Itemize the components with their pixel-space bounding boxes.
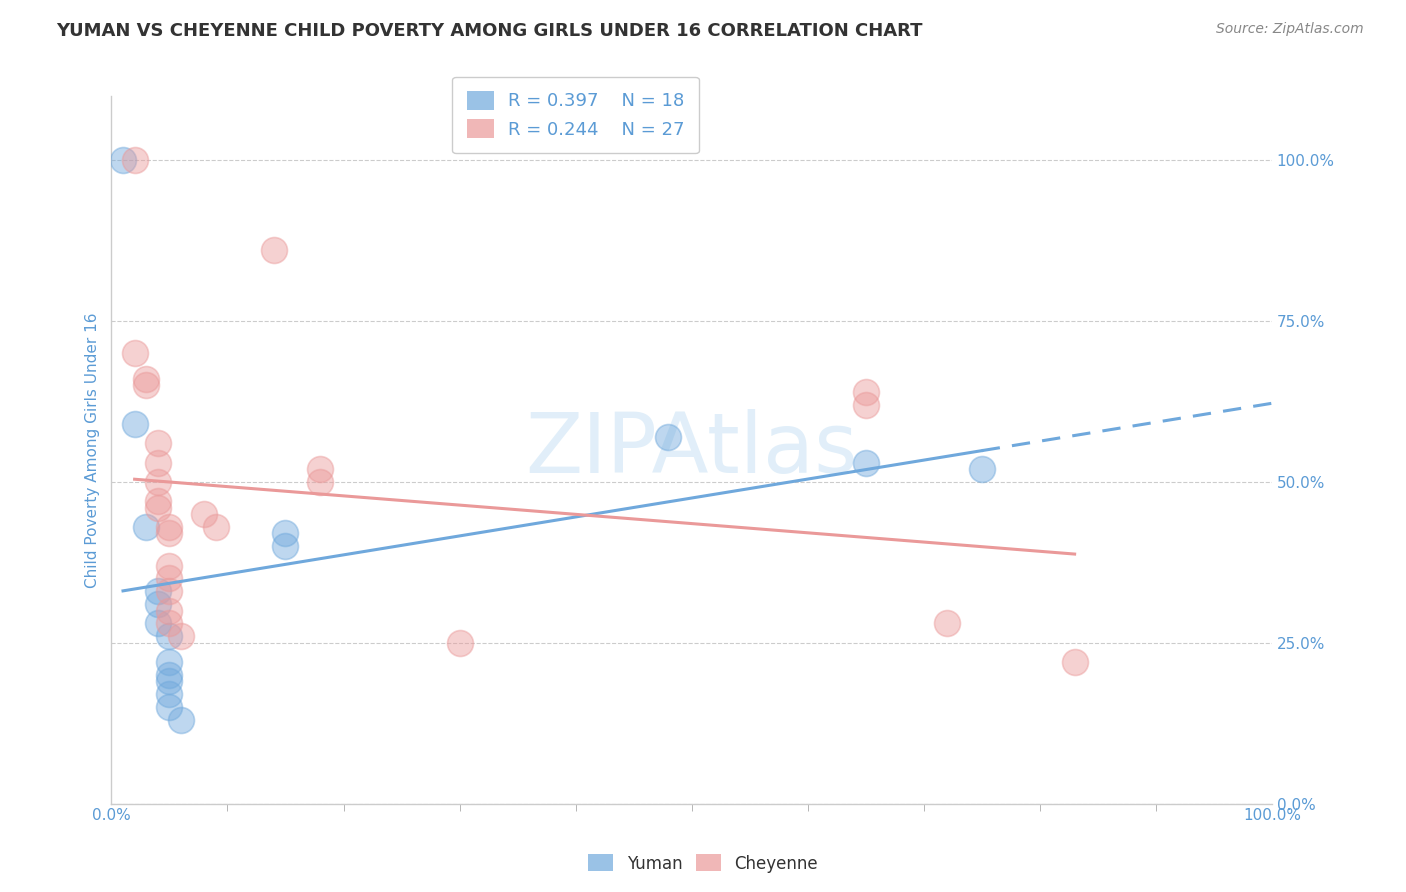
Point xyxy=(170,629,193,643)
Legend: Yuman, Cheyenne: Yuman, Cheyenne xyxy=(582,847,824,880)
Point xyxy=(159,668,181,682)
Point xyxy=(159,674,181,689)
Point xyxy=(146,500,169,515)
Point xyxy=(159,700,181,714)
Point xyxy=(159,655,181,669)
Point xyxy=(159,571,181,585)
Point xyxy=(146,494,169,508)
Point xyxy=(263,244,285,258)
Legend: R = 0.397    N = 18, R = 0.244    N = 27: R = 0.397 N = 18, R = 0.244 N = 27 xyxy=(453,77,699,153)
Point xyxy=(449,636,471,650)
Point xyxy=(111,153,134,168)
Point xyxy=(309,475,332,489)
Point xyxy=(159,629,181,643)
Point xyxy=(159,558,181,573)
Point xyxy=(124,417,146,431)
Point xyxy=(146,616,169,631)
Text: ZIPAtlas: ZIPAtlas xyxy=(526,409,858,491)
Point xyxy=(274,539,297,553)
Point xyxy=(855,456,877,470)
Point xyxy=(146,597,169,611)
Point xyxy=(193,507,215,521)
Point xyxy=(1063,655,1085,669)
Point xyxy=(159,526,181,541)
Point xyxy=(146,475,169,489)
Text: YUMAN VS CHEYENNE CHILD POVERTY AMONG GIRLS UNDER 16 CORRELATION CHART: YUMAN VS CHEYENNE CHILD POVERTY AMONG GI… xyxy=(56,22,922,40)
Y-axis label: Child Poverty Among Girls Under 16: Child Poverty Among Girls Under 16 xyxy=(86,312,100,588)
Point xyxy=(159,687,181,701)
Point xyxy=(159,616,181,631)
Point xyxy=(124,346,146,360)
Point xyxy=(135,520,157,534)
Text: Source: ZipAtlas.com: Source: ZipAtlas.com xyxy=(1216,22,1364,37)
Point xyxy=(309,462,332,476)
Point xyxy=(146,436,169,450)
Point xyxy=(170,713,193,727)
Point xyxy=(855,384,877,399)
Point xyxy=(274,526,297,541)
Point xyxy=(146,584,169,599)
Point xyxy=(970,462,993,476)
Point xyxy=(146,456,169,470)
Point xyxy=(159,604,181,618)
Point xyxy=(159,520,181,534)
Point xyxy=(135,372,157,386)
Point xyxy=(936,616,959,631)
Point xyxy=(657,430,679,444)
Point xyxy=(159,584,181,599)
Point xyxy=(855,398,877,412)
Point xyxy=(205,520,228,534)
Point xyxy=(124,153,146,168)
Point xyxy=(135,378,157,392)
